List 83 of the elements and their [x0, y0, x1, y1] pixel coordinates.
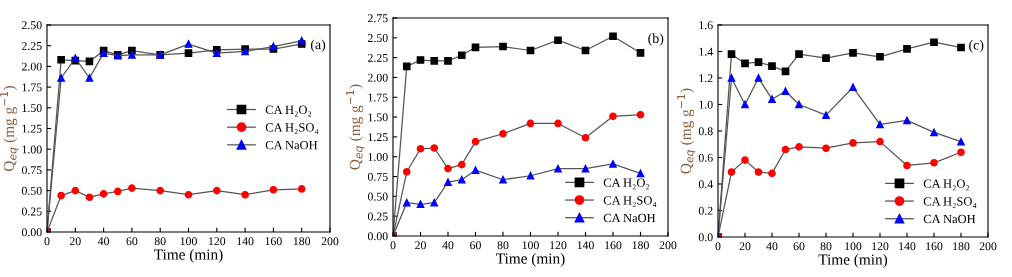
y-tick-label: 0.8 — [698, 127, 713, 136]
x-axis-title: Time (min) — [154, 248, 223, 263]
annotation: (b) — [648, 33, 664, 46]
legend-label: CA H₂O₂ — [265, 105, 312, 117]
y-tick-label: 1.25 — [368, 133, 388, 142]
y-tick-label: 2.25 — [368, 53, 388, 62]
x-tick-label: 40 — [766, 242, 778, 251]
x-tick-label: 80 — [154, 237, 166, 246]
x-tick-label: 200 — [979, 242, 997, 251]
x-tick-label: 200 — [321, 237, 339, 246]
y-tick-label: 1.4 — [699, 47, 713, 56]
y-tick-label: 0.2 — [698, 206, 713, 215]
x-tick-label: 80 — [820, 242, 832, 251]
y-tick-label: 2.00 — [22, 62, 42, 71]
y-tick-label: 0.4 — [698, 180, 713, 189]
x-tick-label: 140 — [577, 241, 594, 250]
y-tick-label: 0.50 — [21, 186, 42, 195]
y-tick-label: 1.6 — [699, 21, 713, 30]
legend-label: CA NaOH — [265, 140, 318, 150]
y-tick-label: 1.50 — [368, 113, 388, 122]
y-tick-label: 2.00 — [368, 73, 388, 82]
y-tick-label: 1.2 — [699, 74, 713, 83]
legend-label: CA H₂SO₄ — [265, 123, 319, 135]
y-tick-label: 1.50 — [22, 104, 42, 113]
y-tick-label: 0.75 — [21, 166, 42, 175]
x-tick-label: 0 — [44, 237, 50, 246]
x-tick-label: 60 — [793, 242, 805, 251]
y-tick-label: 0.50 — [367, 192, 388, 201]
annotation: (c) — [969, 39, 984, 53]
x-tick-label: 20 — [415, 241, 426, 250]
x-tick-label: 120 — [872, 242, 889, 251]
x-tick-label: 160 — [605, 241, 622, 250]
y-tick-label: 0.6 — [698, 153, 713, 162]
x-tick-label: 180 — [953, 242, 970, 251]
x-tick-label: 60 — [126, 237, 138, 246]
x-axis-title: Time (min) — [496, 252, 565, 267]
x-tick-label: 140 — [899, 242, 916, 251]
x-tick-label: 20 — [739, 242, 751, 251]
x-tick-label: 0 — [715, 242, 721, 251]
y-tick-label: 2.50 — [22, 21, 42, 30]
x-tick-label: 120 — [208, 237, 226, 246]
y-axis-title: Q$_{eq}$ (mg g$^{−1}$) — [346, 84, 365, 170]
y-tick-label: 2.75 — [368, 14, 388, 23]
x-tick-label: 160 — [265, 237, 282, 246]
x-tick-label: 20 — [69, 237, 81, 246]
x-tick-label: 200 — [659, 241, 677, 250]
y-tick-label: 0.00 — [21, 228, 42, 237]
y-tick-label: 1.75 — [22, 83, 42, 92]
x-tick-label: 100 — [180, 237, 197, 246]
y-axis-title: Q$_{eq}$ (mg g$^{−1}$) — [677, 88, 696, 174]
x-tick-label: 0 — [390, 241, 396, 250]
legend-label: CA H₂O₂ — [923, 179, 970, 191]
y-tick-label: 1.75 — [368, 93, 388, 102]
y-axis-title: Q$_{eq}$ (mg g$^{−1}$) — [0, 86, 19, 172]
y-tick-label: 0.25 — [367, 212, 388, 221]
x-tick-label: 140 — [237, 237, 254, 246]
y-tick-label: 1.00 — [22, 145, 42, 154]
x-tick-label: 160 — [926, 242, 943, 251]
x-tick-label: 100 — [522, 241, 539, 250]
y-tick-label: 0.25 — [21, 207, 42, 216]
y-tick-label: 0.75 — [367, 172, 388, 181]
x-tick-label: 80 — [497, 241, 509, 250]
x-tick-label: 120 — [550, 241, 567, 250]
y-tick-label: 1.25 — [22, 124, 42, 133]
x-axis-title: Time (min) — [818, 253, 888, 268]
x-tick-label: 60 — [470, 241, 481, 250]
x-tick-label: 100 — [845, 242, 862, 251]
legend-label: CA H₂SO₄ — [923, 197, 977, 208]
annotation: (a) — [310, 39, 326, 53]
x-tick-label: 180 — [293, 237, 311, 246]
legend-label: CA H₂SO₄ — [603, 196, 657, 207]
y-tick-label: 2.50 — [368, 34, 388, 43]
y-tick-label: 0.0 — [698, 233, 713, 242]
x-tick-label: 40 — [97, 237, 110, 246]
legend-label: CA NaOH — [603, 213, 656, 223]
y-tick-label: 2.25 — [22, 41, 42, 50]
y-tick-label: 0.00 — [367, 232, 388, 241]
x-tick-label: 40 — [442, 241, 454, 250]
legend-label: CA NaOH — [923, 214, 976, 224]
y-tick-label: 1.0 — [699, 100, 713, 109]
x-tick-label: 180 — [632, 241, 649, 250]
legend-label: CA H₂O₂ — [603, 178, 650, 190]
y-tick-label: 1.00 — [368, 152, 388, 161]
